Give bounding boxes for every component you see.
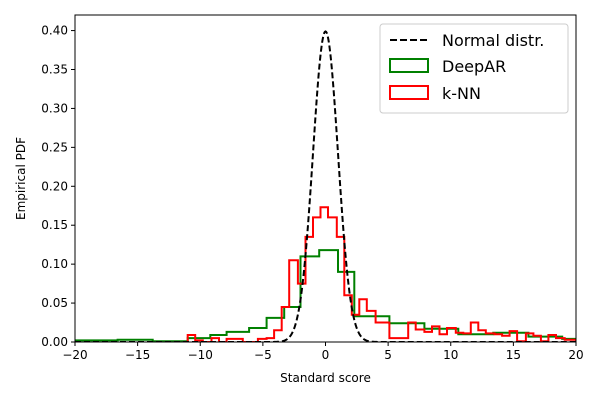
x-axis-label: Standard score xyxy=(280,371,371,385)
x-tick-label: −20 xyxy=(62,348,87,362)
series-layer xyxy=(75,30,576,342)
y-axis: 0.00 0.05 0.10 0.15 0.20 0.25 0.30 0.35 0.40 xyxy=(41,24,75,349)
y-tick-label: 0.40 xyxy=(41,24,68,38)
x-tick-label: 15 xyxy=(506,348,521,362)
x-tick-label: 20 xyxy=(568,348,583,362)
legend-swatch-deepar xyxy=(389,58,429,73)
y-tick-label: 0.25 xyxy=(41,140,68,154)
x-tick-label: 5 xyxy=(384,348,392,362)
x-tick-label: 0 xyxy=(322,348,330,362)
legend: Normal distr. DeepAR k-NN xyxy=(379,23,569,114)
legend-label-deepar: DeepAR xyxy=(442,57,506,76)
x-axis: −20 −15 −10 −5 0 5 10 15 20 xyxy=(62,342,584,362)
y-tick-label: 0.30 xyxy=(41,101,68,115)
x-tick-label: −10 xyxy=(188,348,213,362)
y-axis-label: Empirical PDF xyxy=(14,137,28,220)
knn-histogram xyxy=(186,206,576,342)
legend-label-normal: Normal distr. xyxy=(442,31,544,50)
legend-swatch-knn xyxy=(389,85,429,100)
normal-distribution-curve xyxy=(75,30,576,342)
x-tick-label: 10 xyxy=(443,348,458,362)
legend-label-knn: k-NN xyxy=(442,84,481,103)
x-tick-label: −15 xyxy=(125,348,150,362)
y-tick-label: 0.35 xyxy=(41,63,68,77)
y-tick-label: 0.15 xyxy=(41,218,68,232)
y-tick-label: 0.10 xyxy=(41,257,68,271)
y-tick-label: 0.05 xyxy=(41,296,68,310)
x-tick-label: −5 xyxy=(254,348,272,362)
y-tick-label: 0.20 xyxy=(41,179,68,193)
y-tick-label: 0.00 xyxy=(41,335,68,349)
